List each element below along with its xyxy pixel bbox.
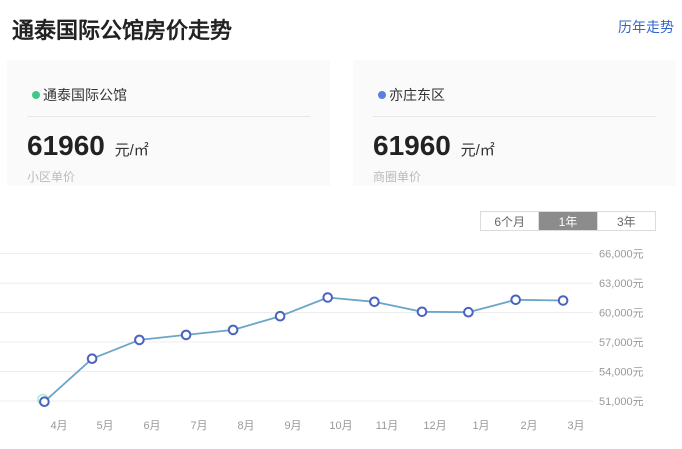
svg-text:1月: 1月 <box>472 420 489 432</box>
svg-text:54,000元: 54,000元 <box>599 367 644 379</box>
svg-text:3月: 3月 <box>567 420 584 432</box>
svg-text:2月: 2月 <box>520 420 537 432</box>
svg-text:4月: 4月 <box>50 420 67 432</box>
svg-text:9月: 9月 <box>284 420 301 432</box>
svg-text:10月: 10月 <box>329 420 352 432</box>
svg-text:7月: 7月 <box>190 420 207 432</box>
svg-text:51,000元: 51,000元 <box>599 396 644 408</box>
svg-text:11月: 11月 <box>376 420 398 432</box>
svg-text:60,000元: 60,000元 <box>599 308 644 320</box>
svg-text:8月: 8月 <box>237 420 254 432</box>
svg-text:5月: 5月 <box>96 420 113 432</box>
svg-text:57,000元: 57,000元 <box>599 337 644 349</box>
svg-text:6月: 6月 <box>143 420 160 432</box>
svg-text:66,000元: 66,000元 <box>599 249 644 261</box>
svg-text:63,000元: 63,000元 <box>599 278 644 290</box>
svg-text:12月: 12月 <box>423 420 446 432</box>
